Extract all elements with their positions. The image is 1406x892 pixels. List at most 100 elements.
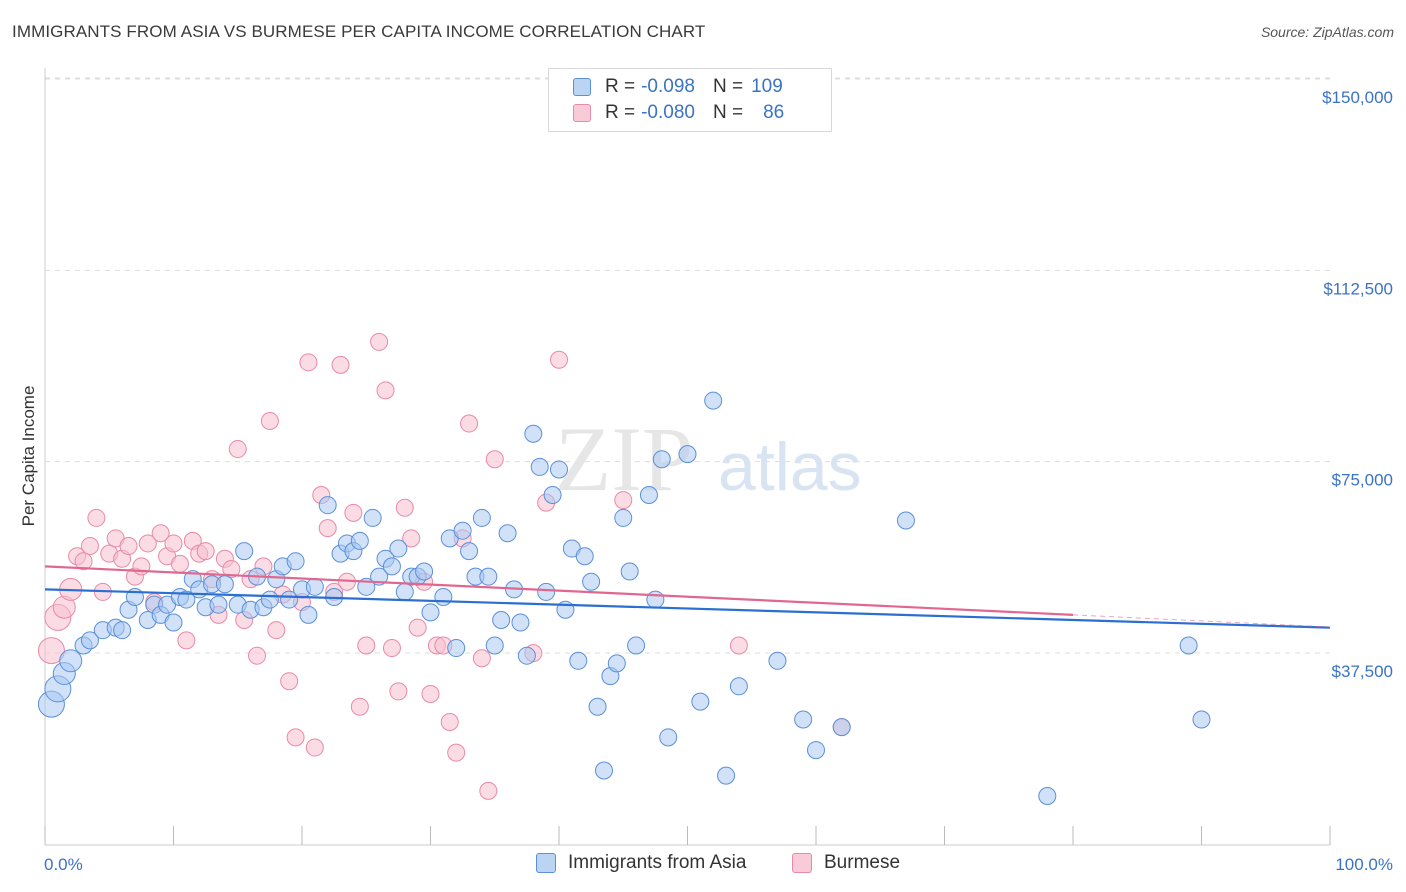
burmese-point (550, 350, 568, 369)
asia-point (537, 582, 556, 601)
y-tick-label: $37,500 (1332, 662, 1393, 681)
asia-point (659, 728, 678, 747)
asia-point (1038, 787, 1057, 806)
burmese-point (260, 411, 279, 430)
burmese-point (376, 381, 395, 400)
burmese-point (267, 621, 286, 640)
asia-point (639, 485, 658, 504)
asia-point (492, 610, 511, 629)
asia-point (498, 524, 517, 543)
burmese-point (331, 355, 350, 374)
asia-point (704, 391, 723, 410)
legend-item-asia: Immigrants from Asia (536, 852, 746, 874)
asia-point (382, 557, 401, 576)
series-burmese (37, 332, 851, 800)
asia-point (594, 761, 613, 780)
burmese-point (228, 440, 247, 459)
asia-point (472, 508, 491, 527)
correlation-legend: R = -0.098 N = 109 R = -0.080 N = 86 (548, 68, 832, 132)
burmese-point (318, 519, 337, 538)
legend-r-value: -0.098 (641, 76, 695, 97)
legend-n-value: 86 (763, 102, 785, 123)
burmese-point (222, 559, 241, 578)
burmese-point (286, 728, 305, 747)
asia-point (517, 646, 536, 665)
burmese-point (138, 534, 157, 553)
asia-point (588, 697, 607, 716)
asia-point (485, 636, 504, 655)
legend-n-value: 109 (751, 76, 783, 97)
asia-point (235, 542, 254, 561)
burmese-point (729, 636, 748, 655)
x-tick-label: 0.0% (44, 855, 83, 874)
asia-point (652, 450, 671, 469)
burmese-point (248, 646, 267, 665)
burmese-point (170, 554, 189, 573)
axis-labels: $37,500 $75,000 $112,500 $150,000 0.0% 100.0%… (19, 88, 1393, 874)
asia-point (717, 766, 736, 785)
asia-point (729, 677, 748, 696)
legend-row-burmese: R = -0.080 N = 86 (573, 101, 784, 125)
asia-point (395, 582, 414, 601)
asia-point (646, 590, 665, 609)
burmese-point (119, 536, 138, 555)
asia-point (389, 539, 408, 558)
trend-lines (44, 565, 1331, 629)
burmese-point (74, 552, 93, 571)
burmese-point (485, 450, 504, 469)
burmese-point (132, 557, 151, 576)
asia-point (607, 654, 626, 673)
burmese-point (440, 713, 459, 732)
asia-point (575, 547, 594, 566)
series-immigrants-from-asia (37, 391, 1211, 806)
legend-r-value: -0.080 (641, 102, 695, 123)
burmese-point (164, 534, 183, 553)
legend-row-asia: R = -0.098 N = 109 (573, 75, 783, 99)
burmese-point (350, 697, 369, 716)
burmese-point (395, 498, 414, 517)
burmese-point (447, 743, 466, 762)
asia-point (794, 710, 813, 729)
legend-swatch-blue (536, 853, 556, 873)
y-tick-label: $112,500 (1323, 279, 1393, 298)
asia-point (164, 613, 183, 632)
asia-point (113, 621, 132, 640)
asia-point (460, 542, 479, 561)
burmese-point (87, 508, 106, 527)
burmese-point (357, 636, 376, 655)
asia-point (453, 521, 472, 540)
asia-point (215, 575, 234, 594)
burmese-point (305, 738, 324, 757)
asia-point (896, 511, 915, 530)
asia-point (434, 588, 453, 607)
asia-point (550, 460, 568, 479)
burmese-point (421, 684, 440, 703)
legend-label-asia: Immigrants from Asia (568, 852, 747, 873)
burmese-point (37, 637, 65, 665)
burmese-point (479, 781, 498, 800)
asia-point (350, 531, 369, 550)
asia-point (59, 649, 83, 673)
asia-point (582, 572, 601, 591)
asia-point (447, 639, 466, 658)
asia-point (511, 613, 530, 632)
asia-point (260, 590, 279, 609)
asia-point (299, 605, 318, 624)
watermark-atlas: atlas (718, 429, 862, 505)
burmese-point (151, 524, 170, 543)
asia-point (524, 424, 543, 443)
asia-point (318, 496, 337, 515)
burmese-point (177, 631, 196, 650)
trend-line-burmese (44, 565, 1074, 616)
asia-point (363, 508, 382, 527)
asia-point (415, 562, 434, 581)
asia-point (569, 651, 588, 670)
legend-n-label: N = (712, 102, 744, 123)
asia-point (627, 636, 646, 655)
chart-title: IMMIGRANTS FROM ASIA VS BURMESE PER CAPI… (12, 22, 706, 41)
series-legend: Immigrants from Asia Burmese (0, 852, 1406, 878)
legend-item-burmese: Burmese (792, 852, 900, 874)
y-axis-label: Per Capita Income (19, 386, 38, 527)
asia-point (177, 590, 196, 609)
